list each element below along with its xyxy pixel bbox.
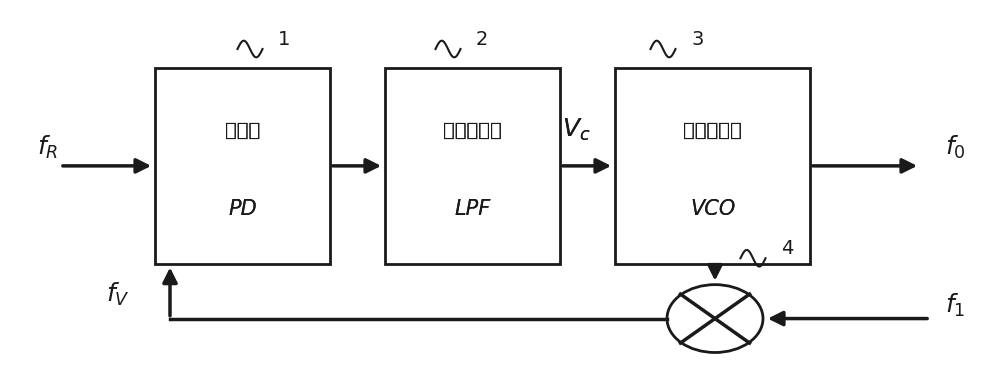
Text: 4: 4 [781,239,793,258]
Text: LPF: LPF [454,199,491,219]
Text: 环路滤波器: 环路滤波器 [443,121,502,140]
Text: 环路滤波器: 环路滤波器 [443,121,502,140]
Text: VCO: VCO [690,199,735,219]
Text: 3: 3 [691,30,703,49]
Text: $V_c$: $V_c$ [562,117,590,143]
Text: 压控振荡器: 压控振荡器 [683,121,742,140]
Bar [155,68,330,264]
Bar [385,68,560,264]
Text: 1: 1 [278,30,290,49]
Text: PD: PD [228,199,257,219]
Text: 2: 2 [476,30,488,49]
Bar [615,68,810,264]
Text: PD: PD [228,199,257,219]
Text: 鉴相器: 鉴相器 [225,121,260,140]
Text: $f_0$: $f_0$ [945,133,965,161]
Text: 压控振荡器: 压控振荡器 [683,121,742,140]
Text: $f_V$: $f_V$ [106,280,130,308]
Text: LPF: LPF [454,199,491,219]
Text: $V_c$: $V_c$ [562,117,590,143]
Text: $f_1$: $f_1$ [945,292,965,319]
Text: 鉴相器: 鉴相器 [225,121,260,140]
Text: $f_R$: $f_R$ [37,133,59,161]
Text: VCO: VCO [690,199,735,219]
